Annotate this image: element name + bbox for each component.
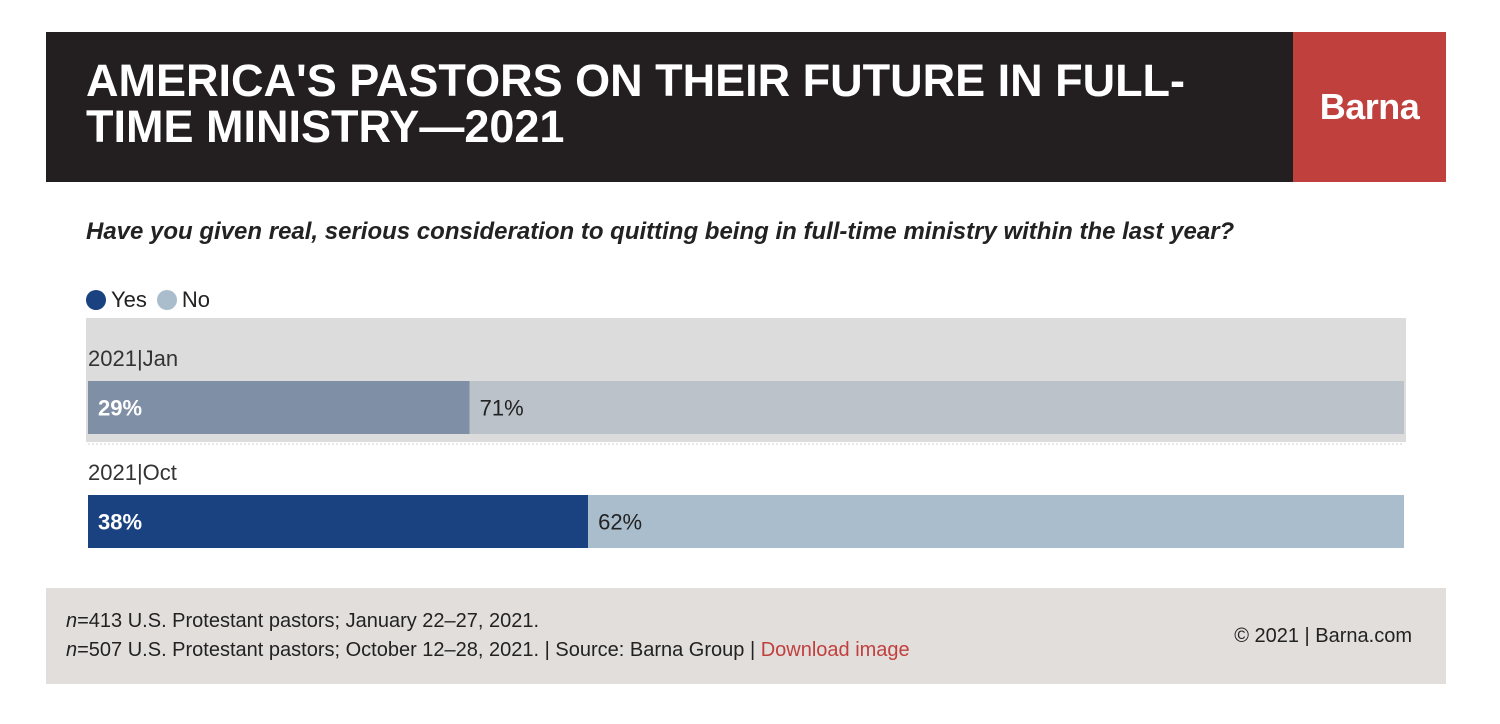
- data-label-yes-2021-jan: 29%: [98, 396, 142, 421]
- download-image-link[interactable]: Download image: [760, 639, 910, 661]
- legend-dot-no: [156, 290, 177, 310]
- barna-logo-text: Barna: [1319, 86, 1420, 127]
- sample-note-january-text: =413 U.S. Protestant pastors; January 22…: [77, 610, 540, 632]
- category-label-2021-oct: 2021|Oct: [88, 460, 177, 485]
- n-symbol: n: [66, 610, 78, 632]
- header-banner: AMERICA'S PASTORS ON THEIR FUTURE IN FUL…: [46, 32, 1446, 182]
- bar-no-2021-oct: [588, 495, 1404, 548]
- n-symbol: n: [66, 639, 78, 661]
- legend: Yes No: [86, 287, 220, 313]
- bar-yes-2021-oct: [88, 495, 589, 548]
- legend-item-yes: Yes: [86, 287, 147, 313]
- legend-label-yes: Yes: [111, 287, 147, 312]
- sample-note-january: n=413 U.S. Protestant pastors; January 2…: [66, 610, 539, 633]
- barna-logo[interactable]: Barna: [1293, 32, 1446, 182]
- legend-dot-yes: [86, 290, 106, 310]
- category-label-2021-jan: 2021|Jan: [88, 346, 178, 371]
- sample-note-october-text: =507 U.S. Protestant pastors; October 12…: [77, 639, 756, 661]
- survey-question: Have you given real, serious considerati…: [86, 218, 1235, 245]
- bar-no-2021-jan: [469, 381, 1404, 434]
- chart-title: AMERICA'S PASTORS ON THEIR FUTURE IN FUL…: [86, 55, 1186, 152]
- data-label-yes-2021-oct: 38%: [98, 510, 142, 535]
- copyright: © 2021 | Barna.com: [1234, 625, 1412, 647]
- data-label-no-2021-oct: 62%: [598, 510, 642, 535]
- legend-label-no: No: [181, 287, 211, 312]
- sample-note-october: n=507 U.S. Protestant pastors; October 1…: [66, 639, 910, 662]
- legend-item-no: No: [156, 287, 211, 313]
- bar-yes-2021-jan: [88, 381, 470, 434]
- data-label-no-2021-jan: 71%: [480, 396, 524, 421]
- footer: n=413 U.S. Protestant pastors; January 2…: [46, 588, 1446, 684]
